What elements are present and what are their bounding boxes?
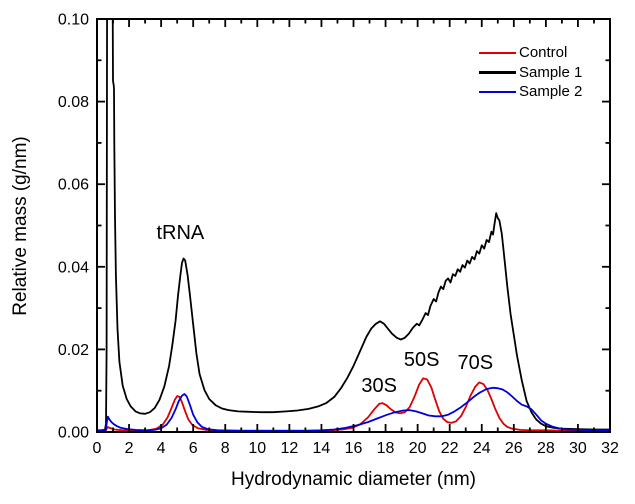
- x-tick-label-30: 30: [569, 440, 587, 457]
- y-tick-label-0.06: 0.06: [58, 177, 89, 194]
- legend-item-sample-1: Sample 1: [479, 63, 582, 83]
- legend-item-sample-2: Sample 2: [479, 82, 582, 102]
- y-tick-label-0.08: 0.08: [58, 94, 89, 111]
- series-line-control: [97, 377, 610, 432]
- legend-line-swatch: [479, 90, 516, 93]
- annotation-trna: tRNA: [156, 222, 204, 244]
- x-tick-label-6: 6: [189, 440, 198, 457]
- y-axis-title: Relative mass (g/nm): [10, 136, 31, 316]
- x-tick-label-32: 32: [601, 440, 619, 457]
- x-tick-label-10: 10: [248, 440, 266, 457]
- x-tick-label-20: 20: [409, 440, 427, 457]
- x-axis-title: Hydrodynamic diameter (nm): [231, 469, 476, 490]
- legend: Control Sample 1 Sample 2: [479, 43, 582, 102]
- x-tick-label-2: 2: [125, 440, 134, 457]
- x-tick-label-18: 18: [377, 440, 395, 457]
- y-tick-label-0.00: 0.00: [58, 425, 89, 442]
- annotation-50s: 50S: [404, 349, 440, 371]
- series-line-sample-2: [97, 386, 610, 432]
- legend-item-control: Control: [479, 43, 582, 63]
- x-tick-label-12: 12: [280, 440, 298, 457]
- legend-label: Control: [519, 44, 568, 62]
- axis-ticks: [96, 18, 611, 433]
- x-tick-label-8: 8: [221, 440, 230, 457]
- legend-label: Sample 2: [519, 83, 583, 101]
- y-tick-label-0.10: 0.10: [58, 12, 89, 29]
- x-tick-label-28: 28: [537, 440, 555, 457]
- annotation-70s: 70S: [458, 352, 494, 374]
- series-group: [97, 19, 610, 432]
- x-tick-label-26: 26: [505, 440, 523, 457]
- x-tick-label-22: 22: [441, 440, 459, 457]
- x-tick-label-16: 16: [345, 440, 363, 457]
- y-tick-label-0.04: 0.04: [58, 259, 89, 276]
- legend-line-swatch: [479, 51, 516, 54]
- annotation-30s: 30S: [361, 375, 397, 397]
- x-tick-label-24: 24: [473, 440, 491, 457]
- series-line-sample-1: [97, 19, 610, 432]
- x-tick-label-0: 0: [93, 440, 102, 457]
- y-tick-label-0.02: 0.02: [58, 342, 89, 359]
- x-tick-label-4: 4: [157, 440, 166, 457]
- x-tick-label-14: 14: [313, 440, 331, 457]
- legend-label: Sample 1: [519, 63, 583, 81]
- legend-line-swatch: [479, 71, 516, 74]
